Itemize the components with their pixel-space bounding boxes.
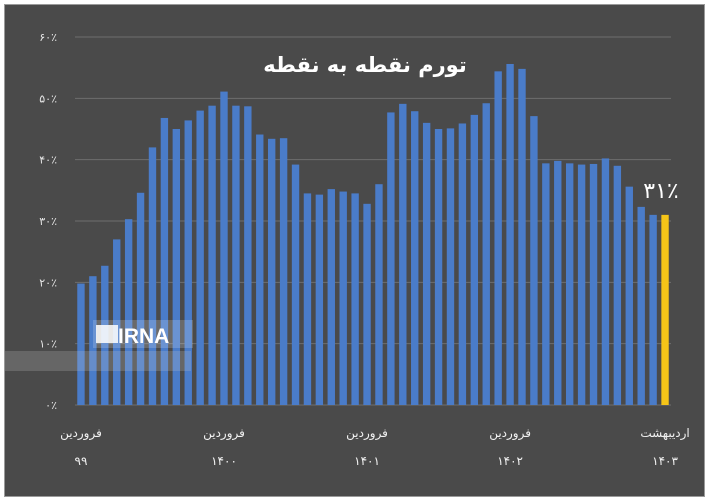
chart-frame: IRNA ۰٪ ۱۰٪ ۲۰٪ ۳۰٪ ۴۰٪ ۵۰٪ ۶۰٪ فروردین ۹۹ فرورد… [4, 4, 705, 497]
bar [113, 239, 121, 405]
bar [148, 147, 157, 405]
bar [124, 219, 133, 405]
y-tick-label: ۵۰٪ [39, 92, 57, 105]
bar [303, 193, 312, 405]
y-tick-label: ۰٪ [45, 399, 57, 412]
x-tick-label-year: ۱۴۰۳ [652, 454, 678, 468]
ticks-layer: ۰٪ ۱۰٪ ۲۰٪ ۳۰٪ ۴۰٪ ۵۰٪ ۶۰٪ [39, 31, 57, 412]
bar [637, 206, 645, 405]
x-tick-label-month: فروردین [203, 426, 245, 441]
x-tick-label-year: ۱۴۰۱ [354, 454, 380, 468]
bar [315, 194, 324, 405]
x-tick-label-year: ۱۴۰۲ [497, 454, 523, 468]
bar [434, 129, 443, 405]
bar [601, 158, 610, 405]
bar [411, 111, 419, 406]
bar [649, 214, 657, 405]
bar [518, 68, 526, 405]
x-tick-label-month: اردیبهشت [640, 426, 689, 441]
bar [136, 192, 145, 405]
bar [530, 116, 538, 406]
bar [542, 163, 550, 405]
highlight-bar [661, 214, 669, 405]
bar [387, 112, 395, 405]
bar [399, 103, 407, 405]
bar [256, 134, 264, 405]
y-tick-label: ۳۰٪ [39, 215, 57, 228]
y-tick-label: ۱۰٪ [39, 338, 57, 351]
x-tick-label-month: فروردین [346, 426, 388, 441]
chart-title: تورم نقطه به نقطه [263, 53, 466, 77]
bar [446, 128, 455, 405]
watermark-text: IRNA [118, 325, 169, 348]
bar [327, 189, 335, 405]
bar [363, 203, 371, 405]
bar [339, 191, 347, 405]
bar [470, 114, 479, 405]
y-tick-label: ۲۰٪ [39, 276, 57, 289]
highlight-value-label: ۳۱٪ [643, 179, 678, 204]
x-tick-label-month: فروردین [489, 426, 531, 441]
bar [565, 163, 574, 405]
irna-watermark: IRNA [5, 320, 193, 371]
bar [160, 117, 169, 406]
x-tick-label-year: ۱۴۰۰ [211, 454, 237, 468]
y-tick-label: ۶۰٪ [39, 31, 57, 44]
bar [232, 105, 240, 406]
bar [220, 91, 228, 405]
x-tick-label-month: فروردین [60, 426, 102, 441]
bar [458, 123, 467, 405]
bar [244, 106, 252, 405]
chart-svg: IRNA ۰٪۱۰٪۲۰٪۳۰٪۴۰٪۵۰٪۶۰٪ فروردین۹۹فرورد… [5, 31, 690, 468]
bar [494, 71, 502, 405]
bar [291, 164, 300, 405]
bar [375, 184, 383, 405]
bar [77, 283, 85, 405]
x-axis-labels: فروردین ۹۹ فروردین ۱۴۰۰ فروردین ۱۴۰۱ فروردین ۱۴… [60, 426, 690, 468]
bar [577, 164, 586, 405]
bar [184, 120, 192, 405]
bar [267, 138, 276, 405]
bar [554, 160, 562, 405]
bar [196, 110, 204, 405]
y-tick-label: ۴۰٪ [39, 154, 57, 167]
x-tick-label-year: ۹۹ [75, 454, 88, 468]
watermark-band-bar [5, 351, 191, 371]
bar [625, 186, 633, 405]
bar [482, 103, 490, 406]
bar [613, 165, 622, 405]
bar [351, 193, 359, 405]
bar [89, 276, 97, 405]
bar [279, 138, 288, 405]
watermark-logo-icon [96, 325, 118, 343]
bar [589, 163, 598, 405]
bars-layer [77, 63, 669, 406]
bar [208, 105, 216, 406]
bar [422, 122, 431, 405]
bar [506, 63, 514, 406]
bar [172, 129, 181, 405]
